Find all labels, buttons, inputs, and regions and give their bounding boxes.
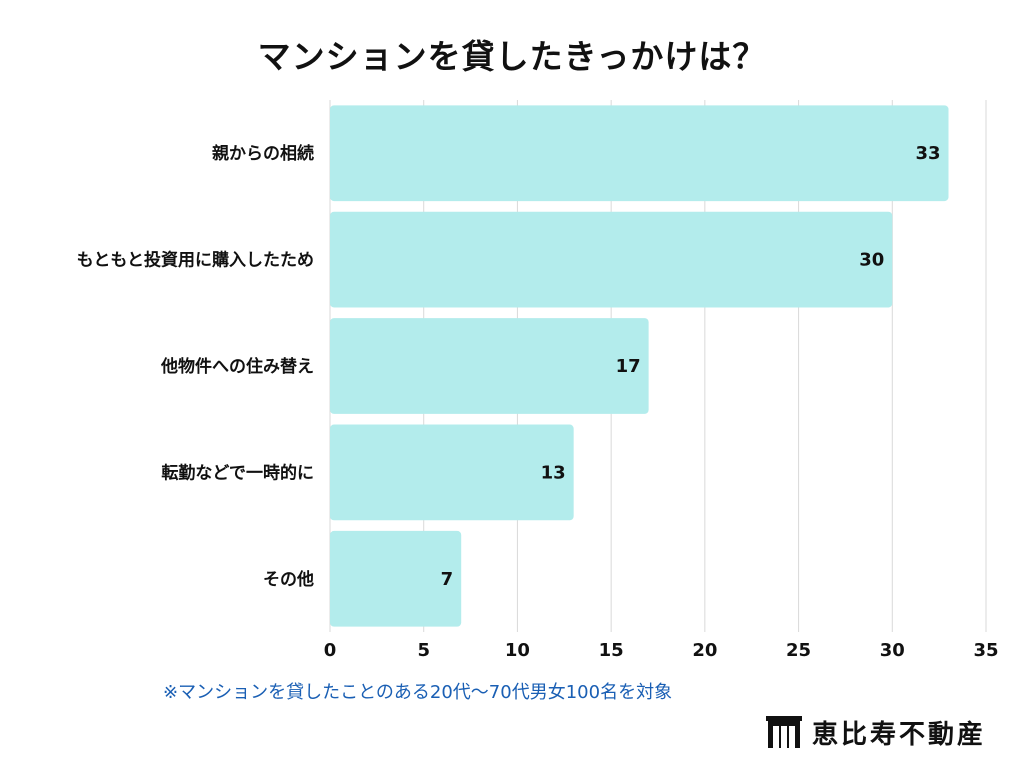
bar-value-label: 33 bbox=[915, 143, 940, 164]
bar bbox=[330, 105, 949, 202]
x-tick-label: 5 bbox=[417, 640, 430, 661]
bar bbox=[330, 211, 893, 308]
brand-name: 恵比寿不動産 bbox=[812, 720, 987, 750]
category-label: もともと投資用に購入したため bbox=[77, 250, 314, 271]
category-label: 転勤などで一時的に bbox=[161, 462, 314, 483]
bar-value-label: 30 bbox=[859, 250, 884, 271]
bar bbox=[330, 424, 574, 521]
bars bbox=[330, 105, 949, 627]
x-tick-label: 35 bbox=[973, 640, 998, 661]
x-tick-label: 0 bbox=[324, 640, 337, 661]
bar bbox=[330, 318, 649, 414]
bar-value-label: 17 bbox=[616, 356, 641, 377]
x-tick-label: 10 bbox=[505, 640, 530, 661]
chart-title: マンションを貸したきっかけは？ bbox=[257, 37, 767, 76]
category-label: その他 bbox=[263, 569, 314, 590]
bar-chart: 0 5 10 15 20 25 30 35 33 親からの相続 30 もともと投資用に購入したため 17… bbox=[77, 100, 999, 661]
category-label: 他物件への住み替え bbox=[160, 356, 314, 377]
building-logo-icon bbox=[766, 715, 802, 748]
bar-value-label: 13 bbox=[541, 462, 566, 483]
survey-footnote: ※マンションを貸したことのある20代〜70代男女100名を対象 bbox=[163, 682, 673, 703]
bar-value-label: 7 bbox=[441, 569, 454, 590]
x-tick-label: 30 bbox=[880, 640, 905, 661]
bar bbox=[330, 530, 462, 627]
category-label: 親からの相続 bbox=[212, 143, 314, 164]
x-tick-label: 20 bbox=[692, 640, 717, 661]
brand: 恵比寿不動産 bbox=[766, 714, 986, 751]
labels: 0 5 10 15 20 25 30 35 33 親からの相続 30 もともと投資用に購入したため 17… bbox=[77, 143, 999, 661]
x-tick-label: 25 bbox=[786, 640, 811, 661]
x-tick-label: 15 bbox=[599, 640, 624, 661]
